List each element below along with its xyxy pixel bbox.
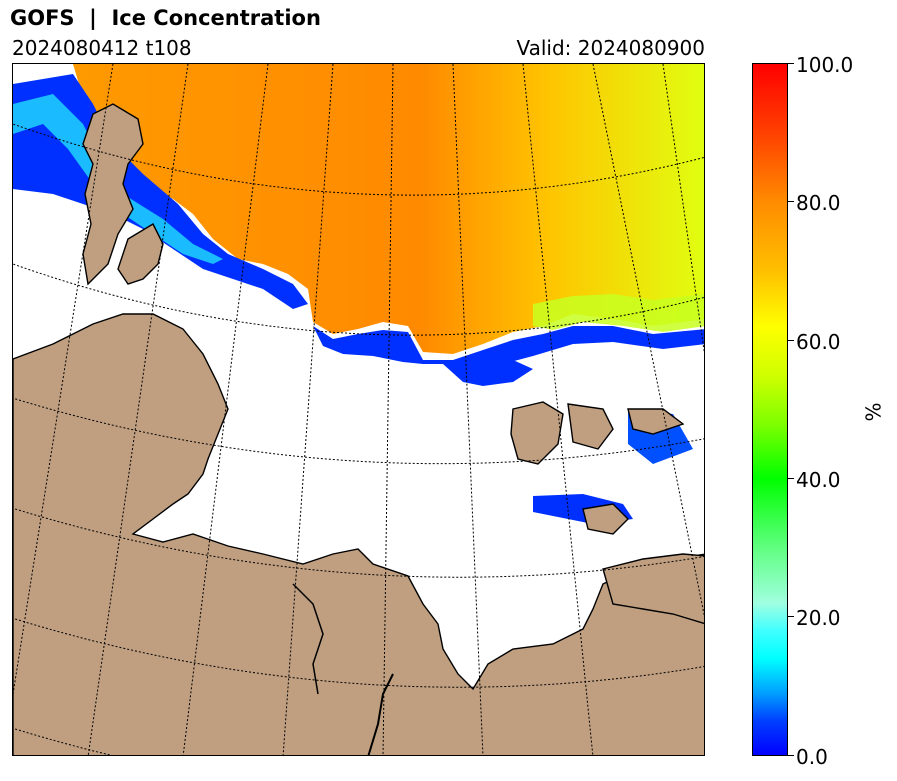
franz-josef-land	[117, 223, 164, 285]
colorbar-tick	[788, 755, 794, 756]
river-line-2	[292, 583, 324, 695]
ice-edge-blue	[313, 326, 704, 382]
colorbar-tick	[788, 63, 794, 64]
colorbar-tick-label: 20.0	[796, 606, 841, 630]
colorbar	[752, 63, 788, 756]
ice-streak-cyan	[13, 94, 223, 264]
colorbar-unit-label: %	[861, 402, 886, 422]
map-panel	[12, 63, 705, 756]
valid-time-label: Valid: 2024080900	[516, 36, 705, 60]
severnaya-zemlya	[567, 403, 614, 450]
ice-patch-east	[463, 360, 533, 386]
kara-island	[582, 503, 629, 535]
ice-edge-green	[533, 294, 704, 332]
east-siberia-coast	[602, 553, 704, 625]
colorbar-tick	[788, 201, 794, 202]
colorbar-tick-label: 0.0	[796, 745, 828, 769]
figure-title: GOFS | Ice Concentration	[10, 6, 321, 30]
novaya-zemlya-north	[510, 401, 564, 465]
scandinavia-land	[13, 313, 704, 755]
svalbard-land	[82, 103, 144, 286]
colorbar-tick-label: 60.0	[796, 330, 841, 354]
colorbar-tick-label: 40.0	[796, 468, 841, 492]
taymyr-island	[627, 408, 685, 435]
colorbar-tick	[788, 478, 794, 479]
ice-concentration-map	[13, 64, 704, 755]
land-layer	[13, 103, 704, 755]
colorbar-tick-label: 100.0	[796, 53, 854, 77]
colorbar-tick	[788, 340, 794, 341]
colorbar-tick	[788, 616, 794, 617]
graticule	[13, 64, 704, 755]
ice-pack-high	[73, 64, 704, 354]
colorbar-tick-label: 80.0	[796, 191, 841, 215]
run-time-label: 2024080412 t108	[12, 36, 192, 60]
river-line	[367, 673, 394, 755]
